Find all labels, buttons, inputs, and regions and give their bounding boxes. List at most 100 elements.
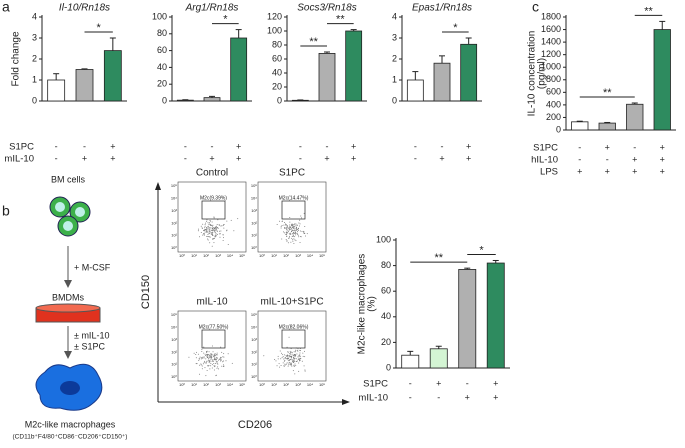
event-dot [280,227,282,229]
event-dot [298,370,300,372]
event-dot [214,230,216,232]
flow-tick-label: 10⁴ [171,324,177,329]
condition-sign: - [441,141,444,151]
significance-label: ** [644,5,653,17]
y-tick-label: 0 [32,95,37,105]
bar [47,79,66,102]
event-dot [290,241,292,243]
event-dot [281,224,283,226]
condition-name: S1PC [9,142,34,153]
significance-label: * [453,22,458,34]
y-tick-label: 60 [157,45,167,55]
event-dot [295,240,297,242]
event-dot [299,355,301,357]
event-dot [208,230,210,232]
event-dot [290,362,292,364]
event-dot [216,230,218,232]
event-dot [290,356,292,358]
condition-sign: - [578,154,581,164]
event-dot [204,231,206,233]
event-dot [289,233,291,235]
flow-tick-label: 10³ [251,208,257,213]
event-dot [283,232,285,234]
event-dot [209,242,211,244]
diagram-label: BM cells [51,174,86,184]
event-dot [293,238,295,240]
y-tick-label: 1800 [541,11,561,21]
event-dot [292,235,294,237]
event-dot [290,224,292,226]
event-dot [294,231,296,233]
event-dot [275,360,277,362]
event-dot [198,228,200,230]
event-dot [292,225,294,227]
y-axis-title: Fold change [11,31,22,86]
arrow-head [342,399,350,405]
event-dot [214,235,216,237]
event-dot [211,232,213,234]
event-dot [212,237,214,239]
event-dot [287,365,289,367]
event-dot [212,351,214,353]
condition-sign: - [326,141,329,151]
plot-frame [257,310,327,382]
event-dot [297,230,299,232]
condition-sign: - [606,154,609,164]
event-dot [283,358,285,360]
event-dot [217,227,219,229]
event-dot [211,359,213,361]
flow-tick-label: 10⁴ [251,195,257,200]
event-dot [279,350,281,352]
event-dot [296,353,298,355]
condition-sign: + [439,153,444,163]
plot-title: mIL-10+S1PC [260,297,323,308]
flow-tick-label: 10⁵ [251,183,257,188]
event-dot [277,358,279,360]
event-dot [206,227,208,229]
event-dot [292,370,294,372]
y-tick-label: 40 [381,311,391,321]
event-dot [209,360,211,362]
event-dot [225,360,227,362]
event-dot [281,357,283,359]
event-dot [206,231,208,233]
event-dot [213,365,215,367]
event-dot [209,222,211,224]
event-dot [284,364,286,366]
event-dot [293,230,295,232]
event-dot [208,359,210,361]
event-dot [217,219,219,221]
event-dot [303,350,305,352]
flow-tick-label: 10¹ [191,382,197,387]
event-dot [209,356,211,358]
event-dot [301,230,303,232]
y-tick-label: 400 [546,99,561,109]
event-dot [305,235,307,237]
event-dot [283,224,285,226]
y-axis-title: (%) [367,296,378,312]
event-dot [303,230,305,232]
event-dot [298,362,300,364]
event-dot [293,228,295,230]
event-dot [294,373,296,375]
event-dot [196,363,198,365]
event-dot [287,242,289,244]
significance-label: * [97,22,102,34]
bar [653,29,671,131]
bar [598,122,616,131]
y-tick-label: 1200 [541,49,561,59]
event-dot [206,360,208,362]
event-dot [220,359,222,361]
diagram-label: ± mIL-10 [74,330,109,340]
event-dot [211,232,213,234]
event-dot [212,229,214,231]
event-dot [289,353,291,355]
event-dot [222,361,224,363]
flow-tick-label: 10³ [171,337,177,342]
event-dot [226,230,228,232]
event-dot [300,235,302,237]
event-dot [207,239,209,241]
event-dot [213,229,215,231]
bar [458,269,477,369]
condition-sign: - [83,141,86,151]
